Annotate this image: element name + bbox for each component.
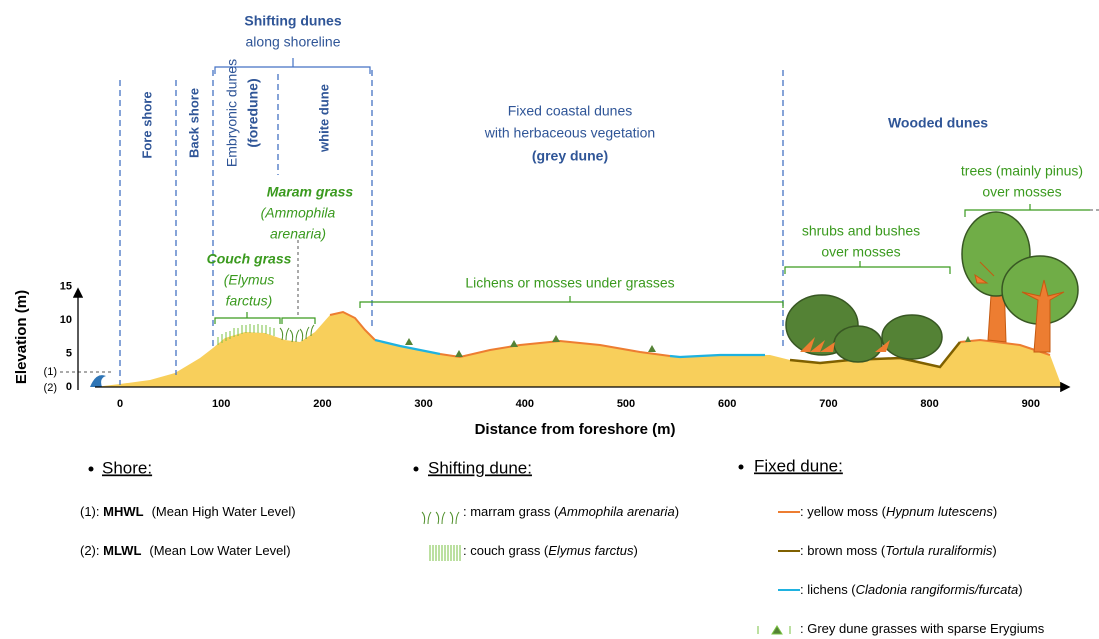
x-tick-label: 400 xyxy=(516,398,534,410)
legend-title: Shifting dune: xyxy=(428,458,532,477)
plant-label: (Ammophila xyxy=(261,205,336,221)
legend-item: : lichens (Cladonia rangiformis/furcata) xyxy=(800,582,1023,597)
header: (grey dune) xyxy=(532,148,608,164)
header: Fixed coastal dunes xyxy=(508,103,633,119)
leader-line xyxy=(60,209,1099,373)
x-tick-label: 800 xyxy=(920,398,938,410)
legend-abbr: MHWL xyxy=(103,504,143,519)
plant-label: (Elymus xyxy=(224,272,275,288)
x-tick-label: 900 xyxy=(1022,398,1040,410)
plant-label: Maram grass xyxy=(267,184,354,200)
grey-dune-grass xyxy=(405,335,971,357)
zone-label: Fore shore xyxy=(139,91,154,158)
legend-latin: Elymus farctus xyxy=(548,543,634,558)
legend-item: (2): MLWL (Mean Low Water Level) xyxy=(80,543,291,558)
legend-latin: Cladonia rangiformis/furcata xyxy=(856,582,1019,597)
legend-latin: Tortula ruraliformis xyxy=(885,543,993,558)
bracket xyxy=(214,58,371,74)
legend-icon xyxy=(421,511,460,525)
couch-grass xyxy=(217,324,275,345)
legend-text: : lichens ( xyxy=(800,582,856,597)
water-wave xyxy=(90,375,106,387)
y-tick-label: 15 xyxy=(60,280,72,292)
y-tick-label: 5 xyxy=(66,347,72,359)
x-tick-label: 700 xyxy=(819,398,837,410)
legend-item: : yellow moss (Hypnum lutescens) xyxy=(800,504,997,519)
legend-desc: (Mean High Water Level) xyxy=(152,504,296,519)
shrubs xyxy=(785,294,943,363)
water-level-label: (2) xyxy=(44,382,57,394)
brown-moss xyxy=(789,341,961,369)
legend-text: ) xyxy=(992,543,996,558)
zone-label: Back shore xyxy=(186,88,201,158)
bullet xyxy=(738,464,744,470)
legend-desc: (Mean Low Water Level) xyxy=(149,543,290,558)
header: Wooded dunes xyxy=(888,115,988,131)
legend-text: ) xyxy=(993,504,997,519)
header: with herbaceous vegetation xyxy=(484,125,655,141)
bracket xyxy=(214,204,1090,324)
zone-divider xyxy=(119,70,784,385)
lichens xyxy=(374,338,765,359)
legend-abbr: MLWL xyxy=(103,543,141,558)
x-axis-label: Distance from foreshore (m) xyxy=(475,421,676,438)
legend-title: Fixed dune: xyxy=(754,456,843,475)
y-tick-label: 0 xyxy=(66,381,72,393)
x-tick-label: 300 xyxy=(414,398,432,410)
legend-text: ) xyxy=(634,543,638,558)
plant-label: arenaria) xyxy=(270,226,326,242)
marram-grass xyxy=(279,324,315,343)
legend-id: (1): xyxy=(80,504,103,519)
bullet xyxy=(88,466,94,472)
zone-label: white dune xyxy=(316,84,331,153)
legend-text: : couch grass ( xyxy=(463,543,549,558)
plant-label: shrubs and bushes xyxy=(802,223,920,239)
legend-item: (1): MHWL (Mean High Water Level) xyxy=(80,504,296,519)
legend-title: Shore: xyxy=(102,458,152,477)
x-tick-label: 0 xyxy=(117,398,123,410)
legend-text: : brown moss ( xyxy=(800,543,886,558)
legend-latin: Hypnum lutescens xyxy=(886,504,993,519)
plant-label: over mosses xyxy=(821,244,900,260)
zone-label: (foredune) xyxy=(245,78,261,147)
plant-label: farctus) xyxy=(226,293,273,309)
zone-label: Embryonic dunes xyxy=(224,59,240,167)
header: along shoreline xyxy=(246,34,341,50)
legend-text: : Grey dune grasses with sparse Erygiums xyxy=(800,621,1045,636)
legend-text: : marram grass ( xyxy=(463,504,559,519)
trees xyxy=(961,211,1079,353)
legend-item: : Grey dune grasses with sparse Erygiums xyxy=(800,621,1045,636)
plant-label: trees (mainly pinus) xyxy=(961,163,1083,179)
water-level-label: (1) xyxy=(44,366,57,378)
y-axis-label: Elevation (m) xyxy=(13,290,30,384)
legend-item: : brown moss (Tortula ruraliformis) xyxy=(800,543,997,558)
legend-icon xyxy=(429,545,461,561)
plant-label: Couch grass xyxy=(207,251,292,267)
legend-latin: Ammophila arenaria xyxy=(557,504,674,519)
x-tick-label: 100 xyxy=(212,398,230,410)
legend-id: (2): xyxy=(80,543,103,558)
x-tick-label: 200 xyxy=(313,398,331,410)
legend-text: ) xyxy=(675,504,679,519)
y-tick-label: 10 xyxy=(60,314,72,326)
legend-text: : yellow moss ( xyxy=(800,504,887,519)
legend-item: : couch grass (Elymus farctus) xyxy=(463,543,638,558)
legend-text: ) xyxy=(1018,582,1022,597)
x-tick-label: 600 xyxy=(718,398,736,410)
header: Shifting dunes xyxy=(244,13,341,29)
bullet xyxy=(413,466,419,472)
shrub-stems xyxy=(800,337,890,352)
plant-label: over mosses xyxy=(982,184,1061,200)
x-tick-label: 500 xyxy=(617,398,635,410)
dune-profile xyxy=(95,312,1062,387)
plant-label: Lichens or mosses under grasses xyxy=(465,275,674,291)
legend-icon xyxy=(757,625,791,635)
legend-item: : marram grass (Ammophila arenaria) xyxy=(463,504,679,519)
